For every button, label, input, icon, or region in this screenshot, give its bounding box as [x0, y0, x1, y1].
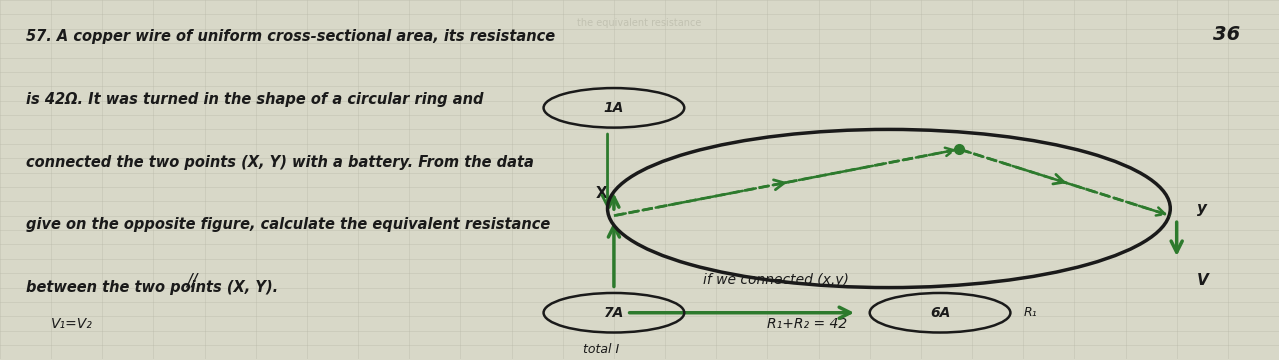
Text: between the two points (X, Y).: between the two points (X, Y). — [26, 280, 278, 296]
Text: give on the opposite figure, calculate the equivalent resistance: give on the opposite figure, calculate t… — [26, 217, 550, 233]
Text: R₁: R₁ — [1023, 306, 1037, 319]
Text: V: V — [1196, 273, 1209, 288]
Text: 6A: 6A — [930, 306, 950, 320]
Text: is 42Ω. It was turned in the shape of a circular ring and: is 42Ω. It was turned in the shape of a … — [26, 92, 483, 107]
Text: connected the two points (X, Y) with a battery. From the data: connected the two points (X, Y) with a b… — [26, 154, 533, 170]
Text: 1A: 1A — [604, 101, 624, 115]
Text: X: X — [595, 186, 608, 201]
Text: 57. A copper wire of uniform cross-sectional area, its resistance: 57. A copper wire of uniform cross-secti… — [26, 29, 555, 44]
Text: R₁+R₂ = 42: R₁+R₂ = 42 — [767, 316, 848, 330]
Text: 7A: 7A — [604, 306, 624, 320]
Text: if we connected (x,y): if we connected (x,y) — [703, 273, 849, 287]
Text: 36: 36 — [1214, 25, 1241, 44]
Text: V₁=V₂: V₁=V₂ — [51, 316, 93, 330]
Text: //: // — [187, 271, 197, 289]
Text: the equivalent resistance: the equivalent resistance — [577, 18, 702, 28]
Text: total I: total I — [583, 343, 619, 356]
Text: y: y — [1197, 201, 1207, 216]
